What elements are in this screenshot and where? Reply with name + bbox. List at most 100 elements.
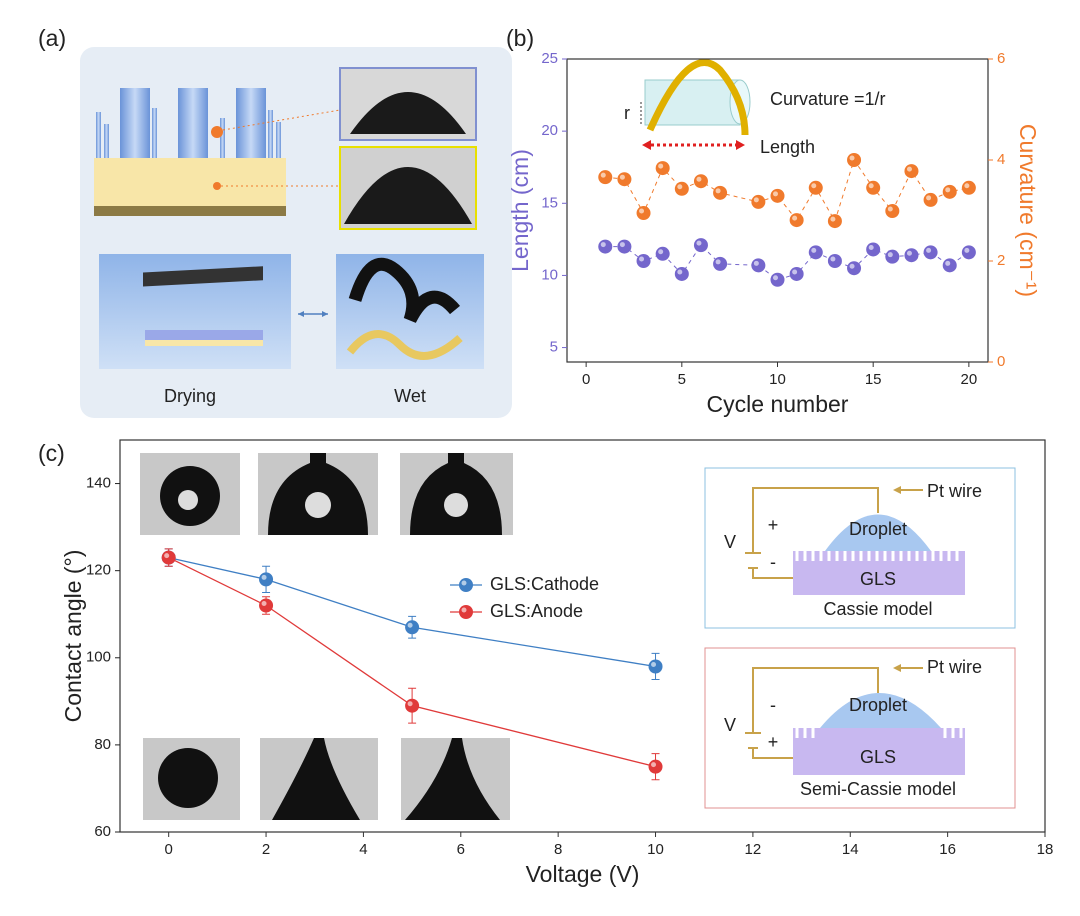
y-tick-label: 100 xyxy=(86,649,111,666)
panel-label: (c) xyxy=(38,440,65,466)
marker xyxy=(693,174,708,189)
marker xyxy=(751,258,766,273)
marker-highlight xyxy=(715,188,721,194)
y-axis-label: Contact angle (°) xyxy=(60,550,86,723)
panel-label: (b) xyxy=(506,25,534,51)
series-line xyxy=(168,557,656,768)
x-tick-label: 10 xyxy=(647,841,664,858)
marker xyxy=(459,605,473,619)
marker-highlight xyxy=(619,174,625,180)
bent-film xyxy=(348,257,460,324)
marker-highlight xyxy=(906,250,912,256)
x-axis-label: Cycle number xyxy=(707,391,849,417)
pillars xyxy=(795,728,963,738)
droplet-label: Droplet xyxy=(849,519,907,539)
marker-highlight xyxy=(651,661,657,667)
marker xyxy=(655,161,670,176)
marker xyxy=(770,188,785,203)
marker xyxy=(674,181,689,196)
wire-label: Pt wire xyxy=(927,657,982,677)
c-photos xyxy=(140,453,513,820)
marker xyxy=(885,204,900,219)
droplet-photo xyxy=(350,92,466,134)
marker-highlight xyxy=(830,216,836,222)
sign: - xyxy=(770,552,776,572)
marker xyxy=(617,172,632,187)
marker xyxy=(961,245,976,260)
substrate-base xyxy=(94,206,286,216)
droplet-label: Droplet xyxy=(849,695,907,715)
x-tick-label: 12 xyxy=(745,841,762,858)
marker-highlight xyxy=(849,155,855,161)
substrate-label: GLS xyxy=(860,747,896,767)
marker-highlight xyxy=(792,215,798,221)
marker xyxy=(770,272,785,287)
plot-frame xyxy=(119,439,1046,833)
marker xyxy=(847,153,862,167)
marker-highlight xyxy=(696,240,702,246)
caption: Drying xyxy=(164,386,216,406)
droplet-photo xyxy=(272,738,360,820)
marker xyxy=(459,578,473,592)
marker-highlight xyxy=(677,184,683,190)
x-tick-label: 2 xyxy=(262,841,270,858)
wire xyxy=(752,748,795,759)
marker-highlight xyxy=(811,183,817,189)
marker xyxy=(259,572,274,587)
marker-highlight xyxy=(753,197,759,203)
marker-highlight xyxy=(753,260,759,266)
annotation: Length xyxy=(760,137,815,157)
model-label: Semi-Cassie model xyxy=(800,779,956,799)
marker-highlight xyxy=(945,260,951,266)
marker xyxy=(904,164,919,179)
marker-highlight xyxy=(964,247,970,253)
x-tick-label: 6 xyxy=(457,841,465,858)
marker xyxy=(617,239,632,254)
marker-dot xyxy=(213,182,221,190)
wire xyxy=(752,568,795,579)
marker xyxy=(713,185,728,200)
marker-highlight xyxy=(619,242,625,248)
marker xyxy=(648,759,663,774)
film-model xyxy=(145,330,263,340)
wire xyxy=(752,487,879,553)
marker xyxy=(847,261,862,276)
y-tick-label: 20 xyxy=(541,122,558,139)
y-tick-label: 5 xyxy=(550,339,558,356)
source-label: V xyxy=(724,715,736,735)
y2-tick-label: 4 xyxy=(997,151,1005,168)
marker-highlight xyxy=(964,183,970,189)
legend-label: GLS:Cathode xyxy=(490,574,599,594)
marker xyxy=(405,620,420,635)
b-inset xyxy=(640,59,751,150)
x-tick-label: 16 xyxy=(939,841,956,858)
bent-model xyxy=(346,330,463,360)
sign: + xyxy=(768,732,779,752)
substrate xyxy=(793,728,965,775)
model-label: Cassie model xyxy=(823,599,932,619)
marker xyxy=(942,184,957,199)
marker-highlight xyxy=(639,256,645,262)
film xyxy=(143,266,263,287)
marker xyxy=(655,246,670,261)
marker-highlight xyxy=(677,269,683,275)
marker-highlight xyxy=(945,187,951,193)
droplet-photo xyxy=(344,167,472,224)
droplet xyxy=(825,514,931,551)
x-axis-label: Voltage (V) xyxy=(526,861,640,887)
marker xyxy=(259,598,274,613)
marker xyxy=(789,266,804,281)
marker-highlight xyxy=(773,191,778,197)
marker xyxy=(923,245,938,260)
x-tick-label: 14 xyxy=(842,841,859,858)
marker-highlight xyxy=(715,259,721,265)
marker xyxy=(885,249,900,264)
marker xyxy=(866,242,881,257)
x-tick-label: 8 xyxy=(554,841,562,858)
panel-a: Drying Wet xyxy=(80,47,512,418)
marker-highlight xyxy=(658,249,664,255)
pillars xyxy=(96,88,281,158)
sign: + xyxy=(768,515,779,535)
marker xyxy=(904,248,919,263)
